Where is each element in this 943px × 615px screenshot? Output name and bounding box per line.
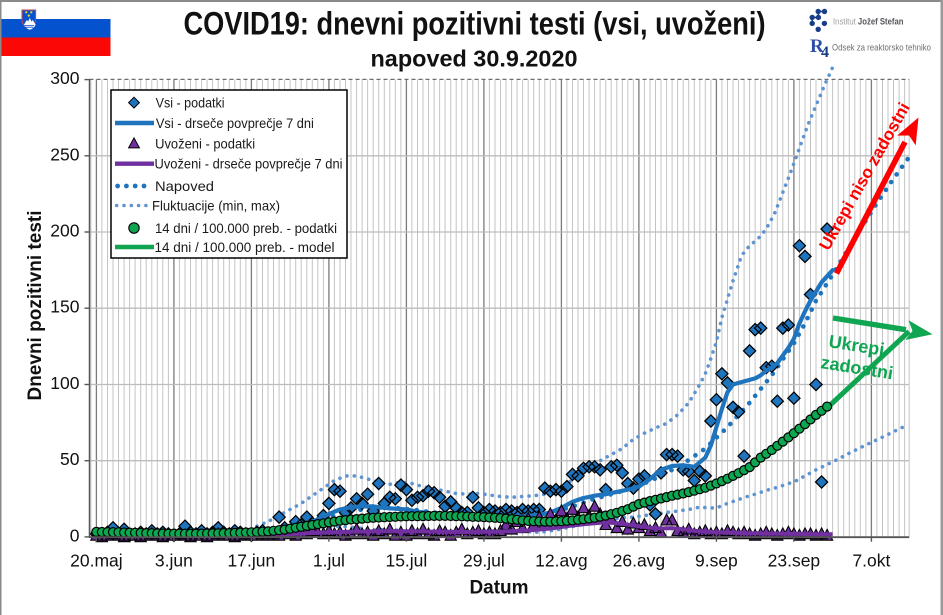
- svg-text:Odsek za reaktorsko tehniko: Odsek za reaktorsko tehniko: [832, 43, 931, 54]
- svg-text:Datum: Datum: [469, 578, 528, 599]
- svg-text:R: R: [810, 36, 824, 57]
- svg-text:26.avg: 26.avg: [613, 551, 666, 571]
- svg-text:Fluktuacije (min, max): Fluktuacije (min, max): [152, 198, 280, 213]
- svg-text:150: 150: [50, 297, 79, 317]
- svg-text:napoved 30.9.2020: napoved 30.9.2020: [371, 46, 578, 72]
- svg-text:100: 100: [50, 373, 79, 393]
- svg-text:Dnevni pozitivni testi: Dnevni pozitivni testi: [25, 210, 46, 400]
- svg-text:23.sep: 23.sep: [768, 551, 821, 571]
- svg-text:300: 300: [50, 68, 79, 88]
- svg-text:29.jul: 29.jul: [463, 551, 505, 571]
- svg-text:4: 4: [821, 44, 829, 61]
- svg-text:7.okt: 7.okt: [852, 551, 890, 571]
- svg-text:Vsi - drseče povprečje 7 dni: Vsi - drseče povprečje 7 dni: [156, 116, 314, 131]
- svg-text:9.sep: 9.sep: [695, 551, 738, 571]
- svg-text:Institut Jožef Stefan: Institut Jožef Stefan: [833, 17, 904, 28]
- svg-text:200: 200: [50, 221, 79, 241]
- svg-text:COVID19: dnevni pozitivni test: COVID19: dnevni pozitivni testi (vsi, uv…: [184, 6, 766, 42]
- svg-text:1.jul: 1.jul: [313, 551, 345, 571]
- svg-text:14 dni / 100.000 preb. - podat: 14 dni / 100.000 preb. - podatki: [155, 221, 337, 236]
- svg-text:0: 0: [70, 525, 80, 545]
- svg-text:3.jun: 3.jun: [155, 551, 193, 571]
- svg-text:Uvoženi - drseče povprečje 7 d: Uvoženi - drseče povprečje 7 dni: [155, 157, 343, 172]
- svg-text:Uvoženi - podatki: Uvoženi - podatki: [155, 136, 255, 151]
- svg-text:50: 50: [60, 449, 80, 469]
- svg-text:Napoved: Napoved: [155, 179, 214, 194]
- svg-text:250: 250: [50, 144, 79, 164]
- svg-text:17.jun: 17.jun: [228, 551, 276, 571]
- svg-text:12.avg: 12.avg: [535, 551, 588, 571]
- svg-text:15.jul: 15.jul: [385, 551, 427, 571]
- svg-text:14 dni / 100.000 preb. - model: 14 dni / 100.000 preb. - model: [155, 240, 335, 255]
- svg-text:20.maj: 20.maj: [70, 551, 123, 571]
- svg-text:Vsi - podatki: Vsi - podatki: [156, 95, 225, 110]
